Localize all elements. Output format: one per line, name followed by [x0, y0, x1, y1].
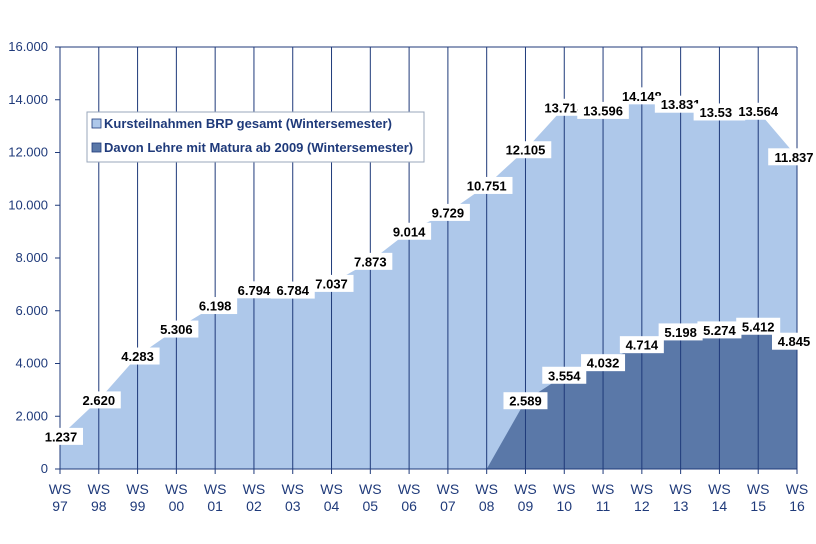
- data-label-bg: [538, 98, 591, 116]
- data-label-bg: [460, 176, 513, 194]
- data-label-bg: [697, 321, 742, 339]
- data-labels: 1.237 2.620 4.283 5.306 6.198 6.794 6.784 7.037…: [39, 87, 816, 445]
- data-label-bg: [693, 103, 746, 121]
- data-label: 13.537: [700, 105, 740, 120]
- data-label: 1.237: [45, 429, 78, 444]
- data-label: 4.714: [626, 338, 659, 353]
- legend-swatch-total: [91, 118, 102, 129]
- y-tick-label: 2.000: [15, 408, 48, 423]
- data-label: 2.589: [509, 394, 542, 409]
- data-label-bg: [619, 336, 664, 354]
- data-label: 11.837: [774, 150, 813, 165]
- x-tick-label: WS 98: [88, 481, 111, 514]
- x-tick-label: WS 08: [475, 481, 498, 514]
- y-tick-label: 0: [41, 461, 48, 476]
- x-tick-label: WS 16: [786, 481, 809, 514]
- data-label: 13.596: [583, 103, 623, 118]
- data-label: 7.037: [315, 276, 348, 291]
- data-label: 4.845: [778, 334, 811, 349]
- data-label: 13.714: [544, 100, 585, 115]
- x-tick-label: WS 13: [669, 481, 692, 514]
- x-tick-label: WS 01: [204, 481, 227, 514]
- legend-label-lehre: Davon Lehre mit Matura ab 2009 (Winterse…: [104, 140, 413, 155]
- y-tick-label: 8.000: [15, 250, 48, 265]
- data-label: 12.105: [506, 143, 546, 158]
- y-tick-label: 12.000: [8, 145, 48, 160]
- x-tick-label: WS 12: [631, 481, 654, 514]
- x-tick-label: WS 07: [437, 481, 460, 514]
- data-label: 2.620: [83, 393, 116, 408]
- data-label-bg: [231, 281, 276, 299]
- x-tick-label: WS 14: [708, 481, 731, 514]
- x-tick-label: WS 02: [243, 481, 266, 514]
- data-label: 14.148: [622, 89, 662, 104]
- x-axis-ticks: WS 97 WS 98 WS 99 WS 00 WS 01 WS 02 WS 03 WS 04 WS 05 WS 06…: [49, 469, 809, 514]
- data-label-bg: [76, 391, 121, 409]
- data-label-bg: [732, 102, 785, 120]
- data-label: 4.283: [121, 349, 154, 364]
- data-label-bg: [348, 252, 393, 270]
- data-label-bg: [503, 392, 548, 410]
- data-label-bg: [768, 148, 816, 166]
- data-label-bg: [577, 101, 629, 119]
- x-tick-label: WS 15: [747, 481, 770, 514]
- data-label: 3.554: [548, 368, 581, 383]
- data-label: 5.274: [703, 323, 736, 338]
- data-label: 5.306: [160, 322, 193, 337]
- x-tick-label: WS 05: [359, 481, 382, 514]
- data-label: 9.729: [432, 205, 465, 220]
- y-tick-label: 10.000: [8, 197, 48, 212]
- data-label-bg: [616, 87, 668, 105]
- y-tick-label: 6.000: [15, 303, 48, 318]
- data-label: 13.564: [738, 104, 779, 119]
- data-label: 10.751: [467, 178, 507, 193]
- x-tick-label: WS 03: [281, 481, 304, 514]
- data-label: 4.032: [587, 356, 620, 371]
- data-label-bg: [658, 323, 703, 341]
- x-tick-label: WS 00: [165, 481, 188, 514]
- legend: Kursteilnahmen BRP gesamt (Wintersemeste…: [86, 111, 425, 163]
- data-label: 13.831: [661, 97, 701, 112]
- x-tick-label: WS 06: [398, 481, 421, 514]
- y-tick-label: 16.000: [8, 39, 48, 54]
- x-tick-label: WS 04: [320, 481, 343, 514]
- x-tick-label: WS 10: [553, 481, 576, 514]
- data-label: 6.784: [276, 283, 309, 298]
- data-label: 7.873: [354, 254, 387, 269]
- data-label-bg: [654, 95, 707, 113]
- x-tick-label: WS 97: [49, 481, 72, 514]
- data-label-bg: [499, 141, 552, 159]
- y-axis-ticks: 0 2.000 4.000 6.000 8.000 10.000 12.000 14.000 1…: [8, 39, 60, 476]
- data-label-bg: [270, 281, 315, 299]
- legend-label-total: Kursteilnahmen BRP gesamt (Wintersemeste…: [104, 116, 392, 131]
- data-label: 6.198: [199, 299, 232, 314]
- data-label-bg: [39, 427, 83, 445]
- x-tick-label: WS 11: [592, 481, 615, 514]
- data-label-bg: [309, 274, 354, 292]
- legend-box: [86, 111, 425, 163]
- data-label: 9.014: [393, 224, 426, 239]
- x-tick-label: WS 09: [514, 481, 537, 514]
- data-label: 6.794: [238, 283, 271, 298]
- data-label-bg: [581, 354, 626, 372]
- data-label: 5.412: [742, 319, 775, 334]
- data-label-bg: [387, 222, 432, 240]
- data-label-bg: [193, 297, 238, 315]
- y-tick-label: 4.000: [15, 356, 48, 371]
- data-label-bg: [772, 332, 816, 350]
- data-label: 5.198: [664, 325, 697, 340]
- data-label-bg: [425, 203, 470, 221]
- data-label-bg: [736, 317, 781, 335]
- y-tick-label: 14.000: [8, 92, 48, 107]
- data-label-bg: [154, 320, 199, 338]
- legend-swatch-lehre: [91, 142, 102, 153]
- data-label-bg: [115, 347, 160, 365]
- x-tick-label: WS 99: [126, 481, 149, 514]
- data-label-bg: [542, 366, 587, 384]
